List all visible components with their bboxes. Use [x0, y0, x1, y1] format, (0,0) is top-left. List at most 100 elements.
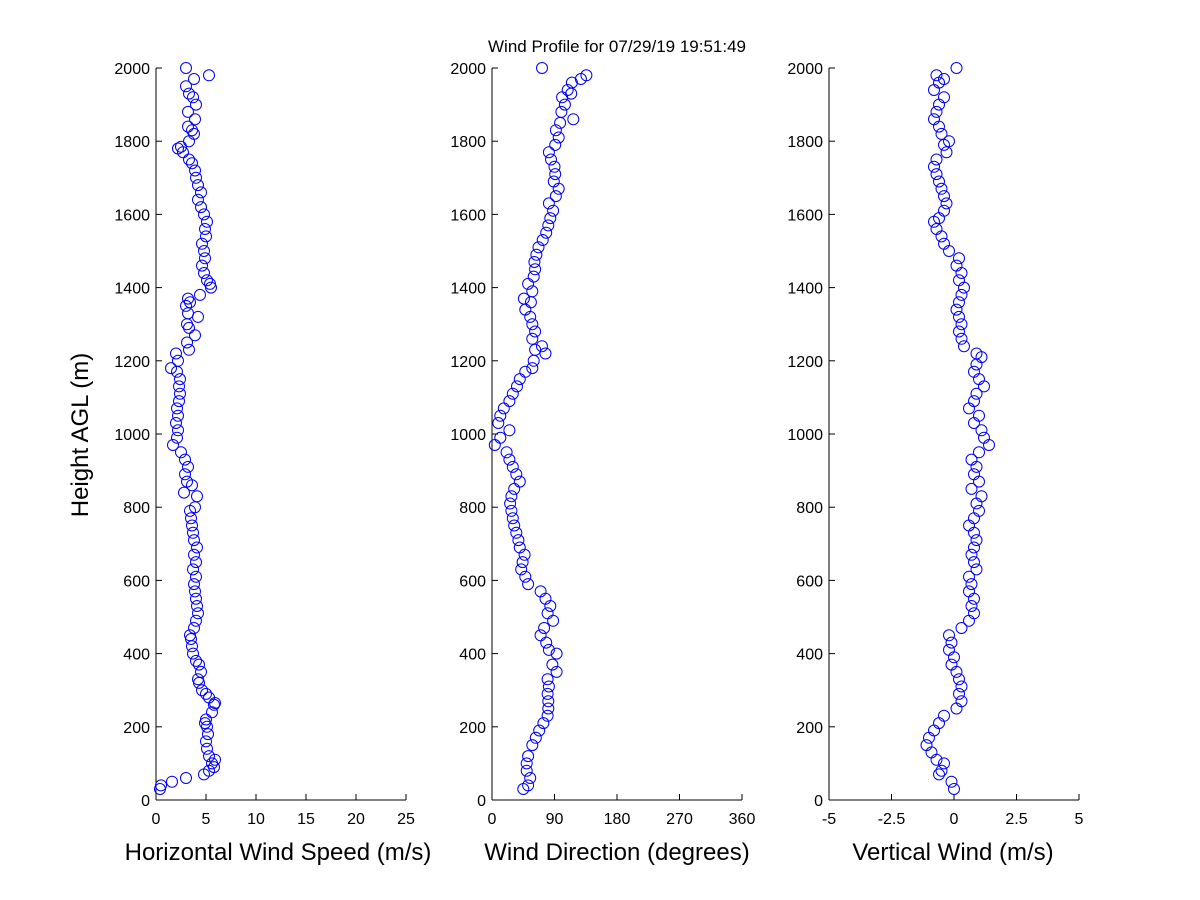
x-tick-label: 20: [347, 811, 365, 828]
data-point: [190, 592, 202, 605]
y-tick-label: 1000: [787, 427, 823, 444]
data-point: [968, 607, 980, 620]
data-point: [963, 519, 975, 532]
data-point: [943, 245, 955, 257]
data-point: [204, 277, 216, 290]
data-point: [552, 131, 565, 144]
data-series-speed: [154, 62, 221, 795]
data-point: [537, 717, 550, 730]
data-point: [542, 680, 555, 693]
data-point: [975, 424, 988, 437]
data-point: [549, 168, 562, 181]
y-tick-label: 1600: [450, 207, 486, 224]
data-point: [542, 197, 555, 210]
data-point: [181, 318, 193, 331]
data-point: [199, 717, 211, 730]
data-point: [950, 259, 963, 272]
data-point: [549, 138, 562, 151]
data-point: [183, 87, 195, 100]
data-point: [175, 140, 187, 153]
data-point: [544, 212, 557, 225]
data-point: [567, 113, 580, 126]
data-point: [167, 439, 179, 451]
data-point: [190, 556, 202, 569]
data-point: [189, 164, 201, 177]
data-point: [190, 570, 202, 583]
data-point: [935, 182, 948, 195]
y-tick-label: 1800: [450, 134, 486, 151]
data-point: [536, 340, 548, 353]
y-tick-label: 1800: [114, 134, 150, 151]
x-tick-label: 270: [666, 811, 693, 828]
data-point: [958, 281, 970, 294]
data-point: [963, 614, 975, 627]
y-tick-label: 200: [796, 720, 823, 737]
data-point: [933, 120, 945, 133]
data-point: [526, 739, 539, 752]
data-point: [955, 695, 968, 708]
data-point: [506, 512, 519, 525]
data-point: [191, 490, 203, 503]
x-tick-label: 5: [1075, 811, 1084, 828]
data-point: [181, 475, 193, 488]
data-point: [517, 292, 530, 305]
y-tick-label: 1200: [787, 354, 823, 371]
y-tick-label: 1400: [450, 281, 486, 298]
data-point: [519, 570, 532, 583]
data-point: [206, 757, 218, 770]
y-tick-label: 600: [459, 573, 486, 590]
data-point: [580, 69, 593, 82]
data-point: [506, 460, 519, 473]
data-point: [188, 534, 200, 547]
data-point: [920, 739, 933, 752]
data-point: [938, 709, 950, 722]
data-point: [561, 84, 574, 96]
data-point: [965, 548, 978, 561]
data-point: [968, 417, 980, 429]
x-tick-label: 10: [247, 811, 265, 828]
data-point: [930, 153, 943, 166]
y-tick-label: 1800: [787, 134, 823, 151]
data-point: [953, 274, 965, 287]
data-point: [194, 288, 206, 301]
data-point: [968, 541, 980, 554]
y-tick-label: 400: [796, 647, 823, 664]
data-point: [541, 673, 554, 686]
data-point: [200, 713, 212, 726]
x-tick-label: -2.5: [878, 811, 906, 828]
data-point: [189, 585, 201, 598]
x-tick-label: 0: [950, 811, 959, 828]
data-point: [180, 80, 192, 93]
data-point: [182, 105, 194, 118]
y-tick-label: 800: [459, 500, 486, 517]
y-tick-label: 2000: [114, 61, 150, 78]
data-point: [174, 387, 186, 400]
data-point: [928, 724, 940, 737]
data-point: [192, 193, 204, 206]
x-tick-label: 15: [297, 811, 315, 828]
y-tick-label: 2000: [450, 61, 486, 78]
data-point: [953, 325, 965, 338]
data-point: [938, 91, 950, 104]
data-point: [174, 373, 186, 386]
data-point: [186, 519, 198, 532]
data-point: [513, 541, 526, 554]
data-point: [965, 482, 978, 495]
data-point: [182, 292, 194, 305]
data-point: [188, 578, 200, 591]
data-point: [187, 563, 199, 576]
data-point: [933, 768, 945, 781]
data-point: [970, 534, 983, 547]
data-point: [973, 475, 985, 488]
data-point: [171, 365, 183, 378]
data-point: [970, 563, 983, 576]
data-point: [975, 490, 988, 503]
data-point: [513, 373, 526, 386]
y-tick-label: 200: [123, 720, 150, 737]
data-point: [526, 362, 539, 375]
data-point: [558, 98, 571, 111]
y-tick-label: 1400: [787, 281, 823, 298]
data-point: [970, 347, 983, 360]
data-point: [172, 424, 184, 437]
